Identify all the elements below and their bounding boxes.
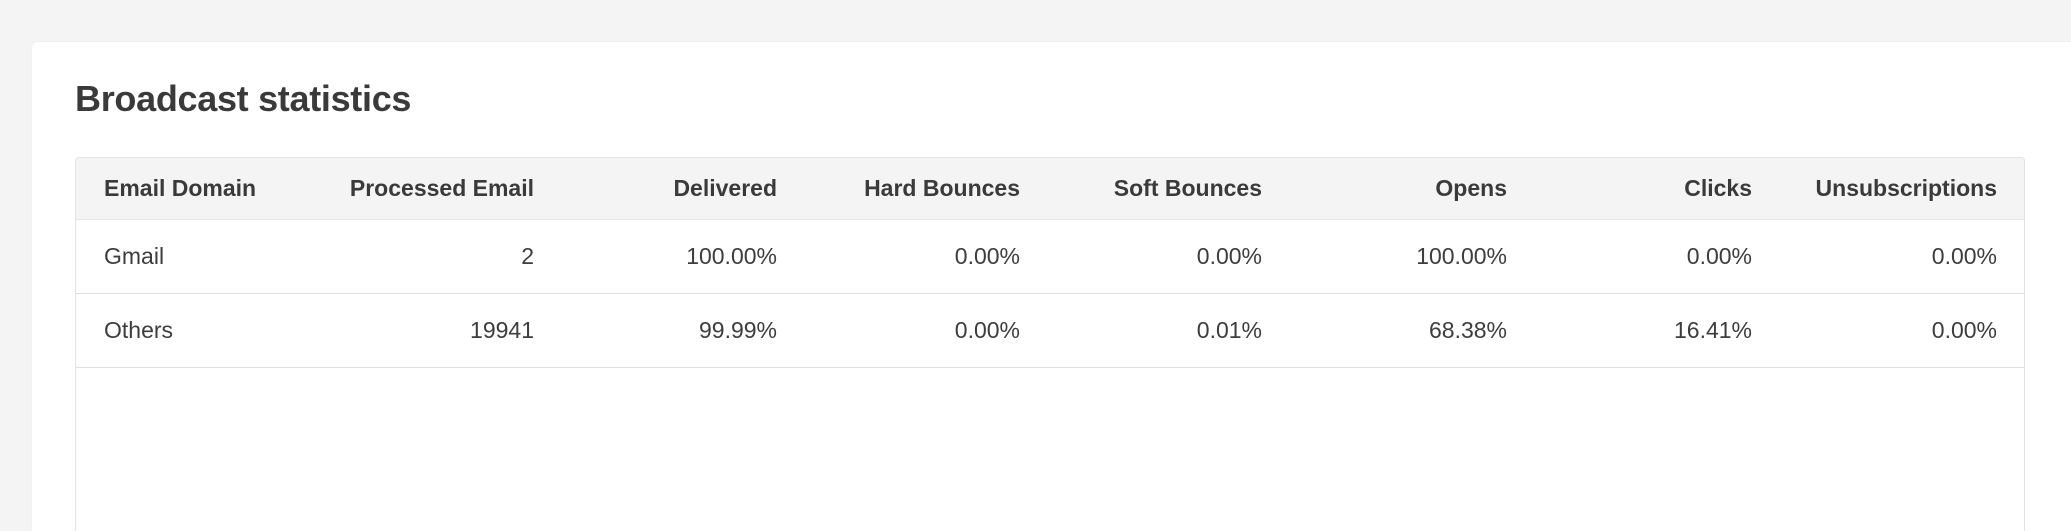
table-row[interactable]: Gmail 2 100.00% 0.00% 0.00% 100.00% 0.00… <box>76 220 2024 294</box>
column-header-hard-bounces[interactable]: Hard Bounces <box>864 175 1020 201</box>
cell-email-domain: Others <box>104 317 174 343</box>
cell-unsubscriptions: 0.00% <box>1931 243 1997 269</box>
column-header-delivered[interactable]: Delivered <box>673 175 777 201</box>
cell-unsubscriptions: 0.00% <box>1931 317 1997 343</box>
column-header-opens[interactable]: Opens <box>1435 175 1507 201</box>
cell-opens: 100.00% <box>1416 243 1507 269</box>
cell-hard-bounces: 0.00% <box>954 317 1020 343</box>
cell-soft-bounces: 0.01% <box>1196 317 1262 343</box>
cell-email-domain: Gmail <box>104 243 165 269</box>
statistics-table: Email Domain Processed Email Delivered H… <box>75 157 2025 531</box>
broadcast-statistics-card: Broadcast statistics Email Domain Proces… <box>32 42 2071 531</box>
cell-delivered: 100.00% <box>686 243 777 269</box>
page-title: Broadcast statistics <box>75 78 412 119</box>
column-header-processed-email[interactable]: Processed Email <box>349 175 534 201</box>
column-header-clicks[interactable]: Clicks <box>1684 175 1752 201</box>
cell-hard-bounces: 0.00% <box>954 243 1020 269</box>
cell-clicks: 0.00% <box>1686 243 1752 269</box>
cell-clicks: 16.41% <box>1673 317 1752 343</box>
cell-delivered: 99.99% <box>698 317 777 343</box>
cell-soft-bounces: 0.00% <box>1196 243 1262 269</box>
column-header-unsubscriptions[interactable]: Unsubscriptions <box>1815 175 1997 201</box>
table-row[interactable]: Others 19941 99.99% 0.00% 0.01% 68.38% 1… <box>76 294 2024 368</box>
table-header-row: Email Domain Processed Email Delivered H… <box>76 158 2024 220</box>
cell-opens: 68.38% <box>1428 317 1507 343</box>
column-header-email-domain[interactable]: Email Domain <box>104 175 257 201</box>
cell-processed-email: 2 <box>521 243 534 269</box>
cell-processed-email: 19941 <box>470 317 534 343</box>
column-header-soft-bounces[interactable]: Soft Bounces <box>1113 175 1262 201</box>
